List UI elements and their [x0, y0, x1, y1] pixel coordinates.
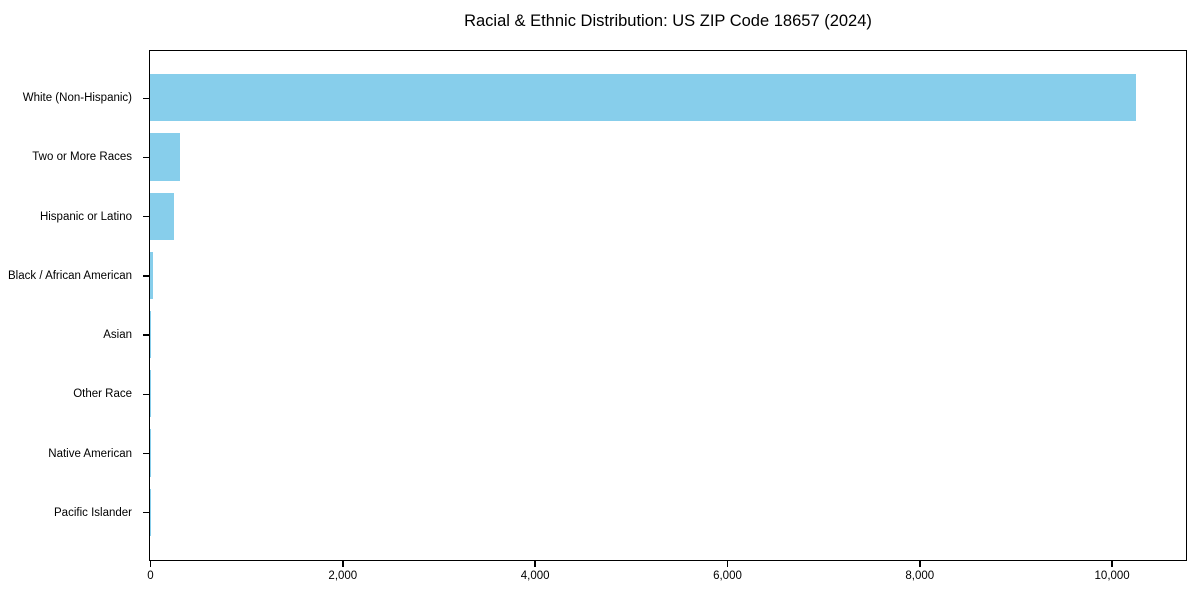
x-tick-mark — [149, 561, 152, 567]
y-axis-tick-label: Two or More Races — [32, 151, 132, 164]
x-tick-mark — [534, 561, 536, 567]
y-axis-tick-label: Asian — [103, 329, 132, 342]
y-tick-mark — [143, 97, 149, 100]
y-tick-mark — [143, 275, 149, 277]
y-tick-mark — [143, 215, 149, 218]
y-tick-mark — [143, 156, 149, 159]
x-axis-tick-label: 6,000 — [713, 570, 742, 582]
x-axis-tick-label: 0 — [147, 570, 154, 582]
y-tick-mark — [143, 393, 149, 396]
y-axis-labels: White (Non-Hispanic) Two or More Races His… — [0, 50, 141, 561]
y-axis-tick-label: White (Non-Hispanic) — [22, 92, 132, 105]
y-tick-mark — [143, 511, 149, 514]
x-tick-mark — [726, 561, 729, 567]
x-axis-tick-label: 8,000 — [905, 570, 935, 582]
y-axis-tick-label: Black / African American — [8, 269, 132, 282]
y-tick-mark — [143, 334, 149, 336]
y-axis-tick-label: Hispanic or Latino — [39, 210, 132, 223]
y-axis-tick-label: Other Race — [73, 388, 132, 401]
plot-area — [149, 50, 1187, 561]
bar-white-non-hispanic — [150, 74, 1136, 122]
chart-title: Racial & Ethnic Distribution: US ZIP Cod… — [464, 12, 872, 30]
bar-asian — [150, 310, 151, 359]
bar-black-african-american — [150, 251, 154, 300]
x-axis-tick-label: 2,000 — [328, 570, 358, 582]
bar-hispanic-or-latino — [150, 192, 174, 240]
bar-two-or-more-races — [150, 133, 180, 181]
y-axis-tick-label: Pacific Islander — [54, 506, 132, 519]
bar-other-race — [150, 370, 151, 418]
x-tick-mark — [919, 561, 921, 567]
x-tick-mark — [1111, 561, 1113, 567]
x-tick-mark — [342, 561, 344, 567]
y-axis-tick-label: Native American — [48, 447, 132, 460]
y-tick-mark — [143, 452, 149, 455]
x-axis-tick-label: 4,000 — [520, 570, 550, 582]
x-axis-tick-label: 10,000 — [1094, 570, 1130, 582]
